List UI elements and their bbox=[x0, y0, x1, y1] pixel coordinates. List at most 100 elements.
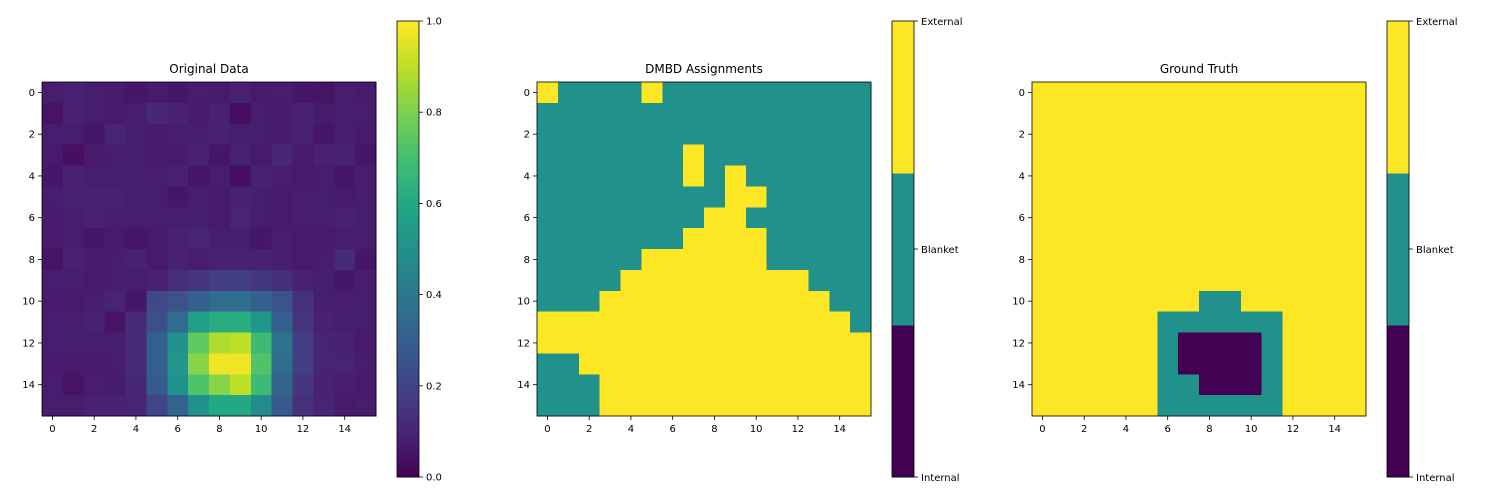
heatmap-cell bbox=[1324, 395, 1346, 417]
heatmap-cell bbox=[313, 395, 335, 417]
heatmap-cell bbox=[83, 123, 106, 146]
heatmap-cell bbox=[146, 102, 168, 125]
heatmap-cell bbox=[146, 186, 168, 208]
colorbar-segment bbox=[397, 249, 419, 255]
heatmap-cell bbox=[683, 144, 705, 167]
heatmap-cell bbox=[313, 123, 335, 146]
heatmap-cell bbox=[292, 353, 314, 375]
heatmap-cell bbox=[745, 102, 768, 125]
heatmap-cell bbox=[1199, 311, 1221, 334]
heatmap-cell bbox=[578, 144, 601, 167]
heatmap-cell bbox=[1303, 332, 1325, 354]
plot-frame bbox=[1031, 81, 1367, 417]
heatmap-cell bbox=[1115, 165, 1137, 187]
heatmap-cell bbox=[1303, 165, 1325, 187]
heatmap-cell bbox=[1115, 269, 1137, 292]
heatmap-cell bbox=[146, 82, 168, 104]
heatmap-cell bbox=[1199, 249, 1221, 271]
colorbar-segment bbox=[397, 422, 419, 428]
colorbar-segment bbox=[397, 180, 419, 186]
heatmap-cell bbox=[1157, 102, 1179, 125]
heatmap-cell bbox=[1178, 374, 1200, 396]
heatmap-cell bbox=[578, 165, 601, 187]
heatmap-cell bbox=[641, 165, 663, 187]
heatmap-cell bbox=[766, 395, 789, 417]
heatmap-cell bbox=[557, 332, 580, 354]
heatmap-cell bbox=[557, 249, 580, 271]
heatmap-cell bbox=[334, 249, 356, 271]
heatmap-cell bbox=[209, 269, 231, 292]
colorbar-segment bbox=[397, 25, 419, 31]
heatmap-cell bbox=[683, 186, 705, 208]
heatmap-cell bbox=[62, 123, 85, 146]
heatmap-cell bbox=[334, 144, 356, 167]
heatmap-cell bbox=[1261, 82, 1284, 104]
heatmap-cell bbox=[766, 311, 789, 334]
colorbar-segment bbox=[397, 98, 419, 104]
heatmap-cell bbox=[1345, 374, 1367, 396]
heatmap-cell bbox=[1052, 249, 1075, 271]
heatmap-cell bbox=[1094, 144, 1117, 167]
heatmap-cell bbox=[1324, 102, 1346, 125]
heatmap-cell bbox=[229, 82, 252, 104]
heatmap-cell bbox=[104, 290, 127, 313]
colorbar-segment bbox=[892, 325, 914, 478]
heatmap-cell bbox=[724, 165, 747, 187]
heatmap-cell bbox=[662, 186, 684, 208]
heatmap-cell bbox=[599, 311, 622, 334]
heatmap-cell bbox=[1219, 311, 1242, 334]
x-tick-label: 0 bbox=[1039, 424, 1045, 435]
heatmap-cell bbox=[188, 332, 210, 354]
heatmap-cell bbox=[42, 186, 64, 208]
heatmap-cell bbox=[1157, 395, 1179, 417]
heatmap-cell bbox=[1303, 228, 1325, 250]
heatmap-cell bbox=[313, 353, 335, 375]
heatmap-cell bbox=[104, 144, 127, 167]
heatmap-cell bbox=[1032, 102, 1054, 125]
heatmap-cell bbox=[1261, 102, 1284, 125]
heatmap-cell bbox=[599, 269, 622, 292]
heatmap-cell bbox=[1115, 395, 1137, 417]
y-tick-label: 10 bbox=[517, 297, 530, 308]
heatmap-cell bbox=[83, 374, 106, 396]
heatmap-cell bbox=[1157, 269, 1179, 292]
colorbar-segment bbox=[397, 335, 419, 341]
panel-title: Ground Truth bbox=[1160, 62, 1238, 76]
heatmap-cell bbox=[355, 82, 377, 104]
heatmap-cell bbox=[104, 374, 127, 396]
heatmap-cell bbox=[188, 123, 210, 146]
heatmap-cell bbox=[1303, 269, 1325, 292]
heatmap-cell bbox=[355, 332, 377, 354]
heatmap-cell bbox=[292, 102, 314, 125]
heatmap-cell bbox=[1157, 82, 1179, 104]
colorbar-segment bbox=[397, 367, 419, 373]
heatmap-cell bbox=[745, 311, 768, 334]
heatmap-cell bbox=[724, 269, 747, 292]
heatmap-cell bbox=[1178, 332, 1200, 354]
heatmap-cell bbox=[1073, 165, 1096, 187]
heatmap-cell bbox=[42, 165, 64, 187]
heatmap-cell bbox=[787, 374, 809, 396]
heatmap-cell bbox=[578, 123, 601, 146]
heatmap-cell bbox=[167, 311, 189, 334]
heatmap-cell bbox=[83, 395, 106, 417]
heatmap-cell bbox=[292, 290, 314, 313]
heatmap-cell bbox=[271, 290, 294, 313]
heatmap-cell bbox=[1324, 82, 1346, 104]
heatmap-cell bbox=[808, 144, 830, 167]
heatmap-cell bbox=[250, 123, 273, 146]
colorbar-segment bbox=[397, 426, 419, 432]
heatmap-cell bbox=[850, 249, 872, 271]
heatmap-cell bbox=[209, 311, 231, 334]
colorbar-segment bbox=[397, 148, 419, 154]
heatmap-cell bbox=[1136, 249, 1158, 271]
heatmap-cell bbox=[146, 332, 168, 354]
heatmap-cell bbox=[313, 102, 335, 125]
heatmap-cell bbox=[1032, 290, 1054, 313]
heatmap-cell bbox=[271, 123, 294, 146]
heatmap-cell bbox=[104, 311, 127, 334]
colorbar-segment bbox=[397, 435, 419, 442]
heatmap-cell bbox=[557, 374, 580, 396]
heatmap-cell bbox=[808, 395, 830, 417]
heatmap-cell bbox=[313, 311, 335, 334]
